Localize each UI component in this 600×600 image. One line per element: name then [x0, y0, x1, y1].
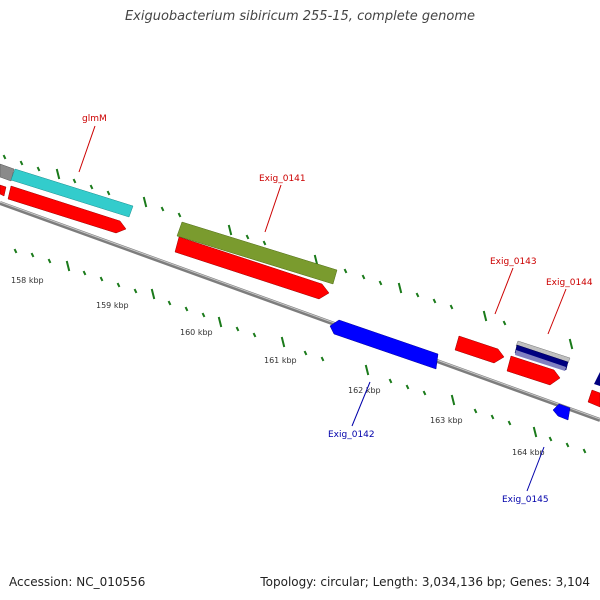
genome-backbone [0, 201, 600, 422]
genome-backbone-highlight [0, 201, 600, 420]
leader-exig0143 [494, 267, 514, 315]
accession-text: Accession: NC_010556 [9, 575, 146, 589]
gene-label-exig0145[interactable]: Exig_0145 [502, 495, 549, 505]
feature-gray-left[interactable] [0, 163, 15, 182]
tick-label-164: 164 kbp [512, 448, 545, 457]
gene-label-glmM[interactable]: glmM [82, 114, 107, 124]
leader-exig0145 [526, 446, 545, 492]
feature-red-left[interactable] [0, 184, 7, 197]
outer-tick-row [2, 154, 574, 350]
feature-red-4[interactable] [506, 355, 561, 386]
feature-exig0144-light[interactable] [515, 350, 566, 371]
map-title: Exiguobacterium sibiricum 255-15, comple… [124, 9, 476, 24]
tick-label-158: 158 kbp [11, 276, 44, 285]
feature-red-1[interactable] [7, 185, 127, 234]
gene-label-exig0143[interactable]: Exig_0143 [490, 257, 537, 267]
feature-red-right[interactable] [587, 389, 600, 408]
leader-exig0142 [351, 381, 371, 427]
tick-label-162: 162 kbp [348, 386, 381, 395]
feature-exig0142[interactable] [329, 319, 439, 370]
leader-glmM [78, 125, 96, 173]
feature-navy-right[interactable] [594, 372, 600, 386]
inner-tick-row [13, 248, 587, 454]
tick-label-163: 163 kbp [430, 416, 463, 425]
tick-label-160: 160 kbp [180, 328, 213, 337]
feature-red-3[interactable] [454, 335, 505, 364]
feature-glmM[interactable] [10, 168, 134, 218]
topology-text: Topology: circular; Length: 3,034,136 bp… [260, 575, 590, 589]
gene-label-exig0141[interactable]: Exig_0141 [259, 174, 306, 184]
gene-label-exig0142[interactable]: Exig_0142 [328, 430, 375, 440]
feature-red-2[interactable] [174, 236, 330, 300]
leader-exig0144 [547, 288, 567, 335]
gene-label-exig0144[interactable]: Exig_0144 [546, 278, 593, 288]
leader-exig0141 [264, 184, 282, 233]
tick-label-161: 161 kbp [264, 356, 297, 365]
tick-label-159: 159 kbp [96, 301, 129, 310]
feature-exig0145[interactable] [552, 403, 571, 421]
feature-exig0141[interactable] [176, 221, 338, 285]
